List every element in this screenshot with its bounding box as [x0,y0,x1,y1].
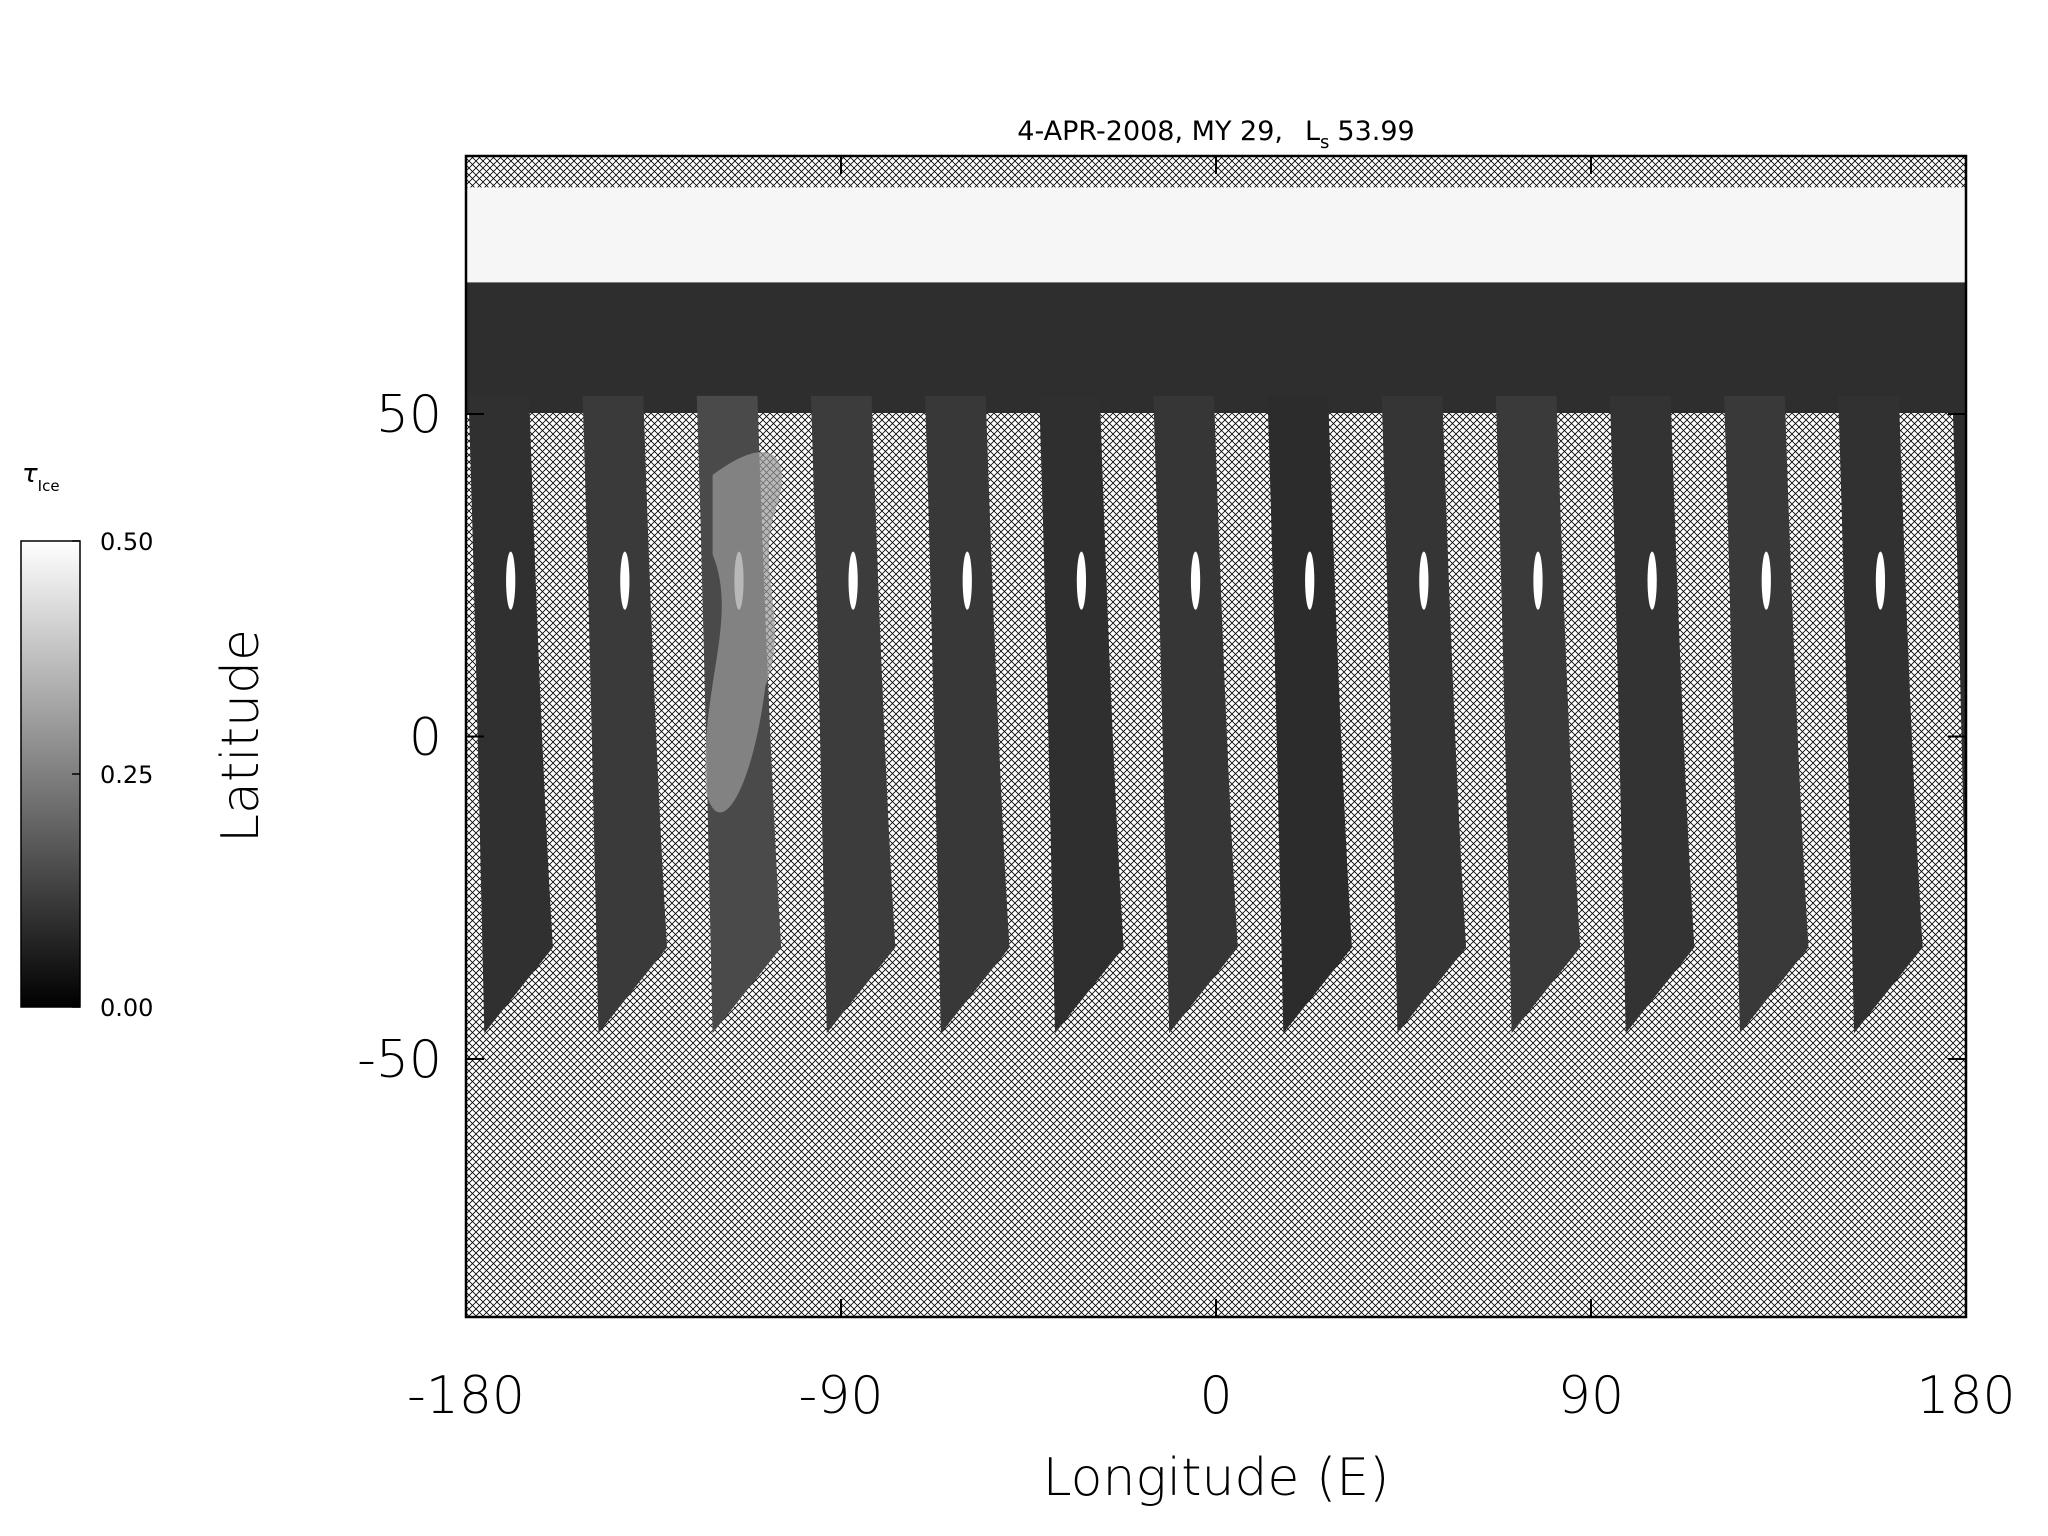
y-tick-label: 50 [376,385,442,445]
polar-cap [466,187,1966,283]
colorbar-title: τIce [22,459,60,495]
swath-gap [506,551,516,610]
chart-title: 4-APR-2008, MY 29, Ls 53.99 [1017,116,1414,153]
swath [925,395,1010,1034]
x-tick-label: 90 [1558,1366,1624,1426]
colorbar-tick-label: 0.25 [100,761,153,789]
cloud [705,452,782,813]
x-tick-label: 180 [1916,1366,2015,1426]
title-subscript: s [1320,132,1329,153]
title-value: 53.99 [1337,116,1414,147]
colorbar-symbol: τ [22,459,38,489]
swath-gap [1419,551,1429,610]
swath [1609,395,1695,1034]
x-tick-label: -90 [799,1366,884,1426]
colorbar [20,540,81,1008]
swath [1495,395,1581,1034]
swath-gap [848,551,858,610]
swath [1838,395,1923,1034]
title-symbol: L [1305,116,1320,147]
swath-gap [1990,552,1999,610]
swath [810,395,896,1034]
dark-band [466,274,1966,414]
swath-gap [1647,551,1657,610]
swath [1153,395,1238,1034]
swath [1724,395,1809,1034]
x-axis-title: Longitude (E) [1043,1448,1390,1508]
title-text: 4-APR-2008, MY 29, [1017,116,1283,147]
swath [468,395,553,1034]
y-axis-title: Latitude [211,629,271,843]
swath [1267,395,1352,1034]
swath-gap [620,551,630,610]
colorbar-tick-label: 0.00 [100,994,153,1022]
swath-gap [1761,551,1771,610]
swath [1952,395,1966,934]
swath [582,395,668,1034]
swath [1039,395,1124,1034]
y-tick-label: 0 [409,708,442,768]
swath [1381,395,1467,1034]
x-tick-label: 0 [1199,1366,1232,1426]
map-image [466,156,1999,1317]
swath-gap [962,551,972,610]
swath-gap [1305,551,1315,610]
swath-gap [1533,551,1543,610]
swath-gap [1875,551,1886,610]
x-tick-label: -180 [407,1366,525,1426]
colorbar-subscript: Ice [38,477,60,495]
swath-gap [1076,551,1087,610]
swaths [466,187,1999,1034]
colorbar-tick-label: 0.50 [100,528,153,556]
y-tick-label: -50 [357,1030,442,1090]
swath-gap [1190,551,1201,610]
